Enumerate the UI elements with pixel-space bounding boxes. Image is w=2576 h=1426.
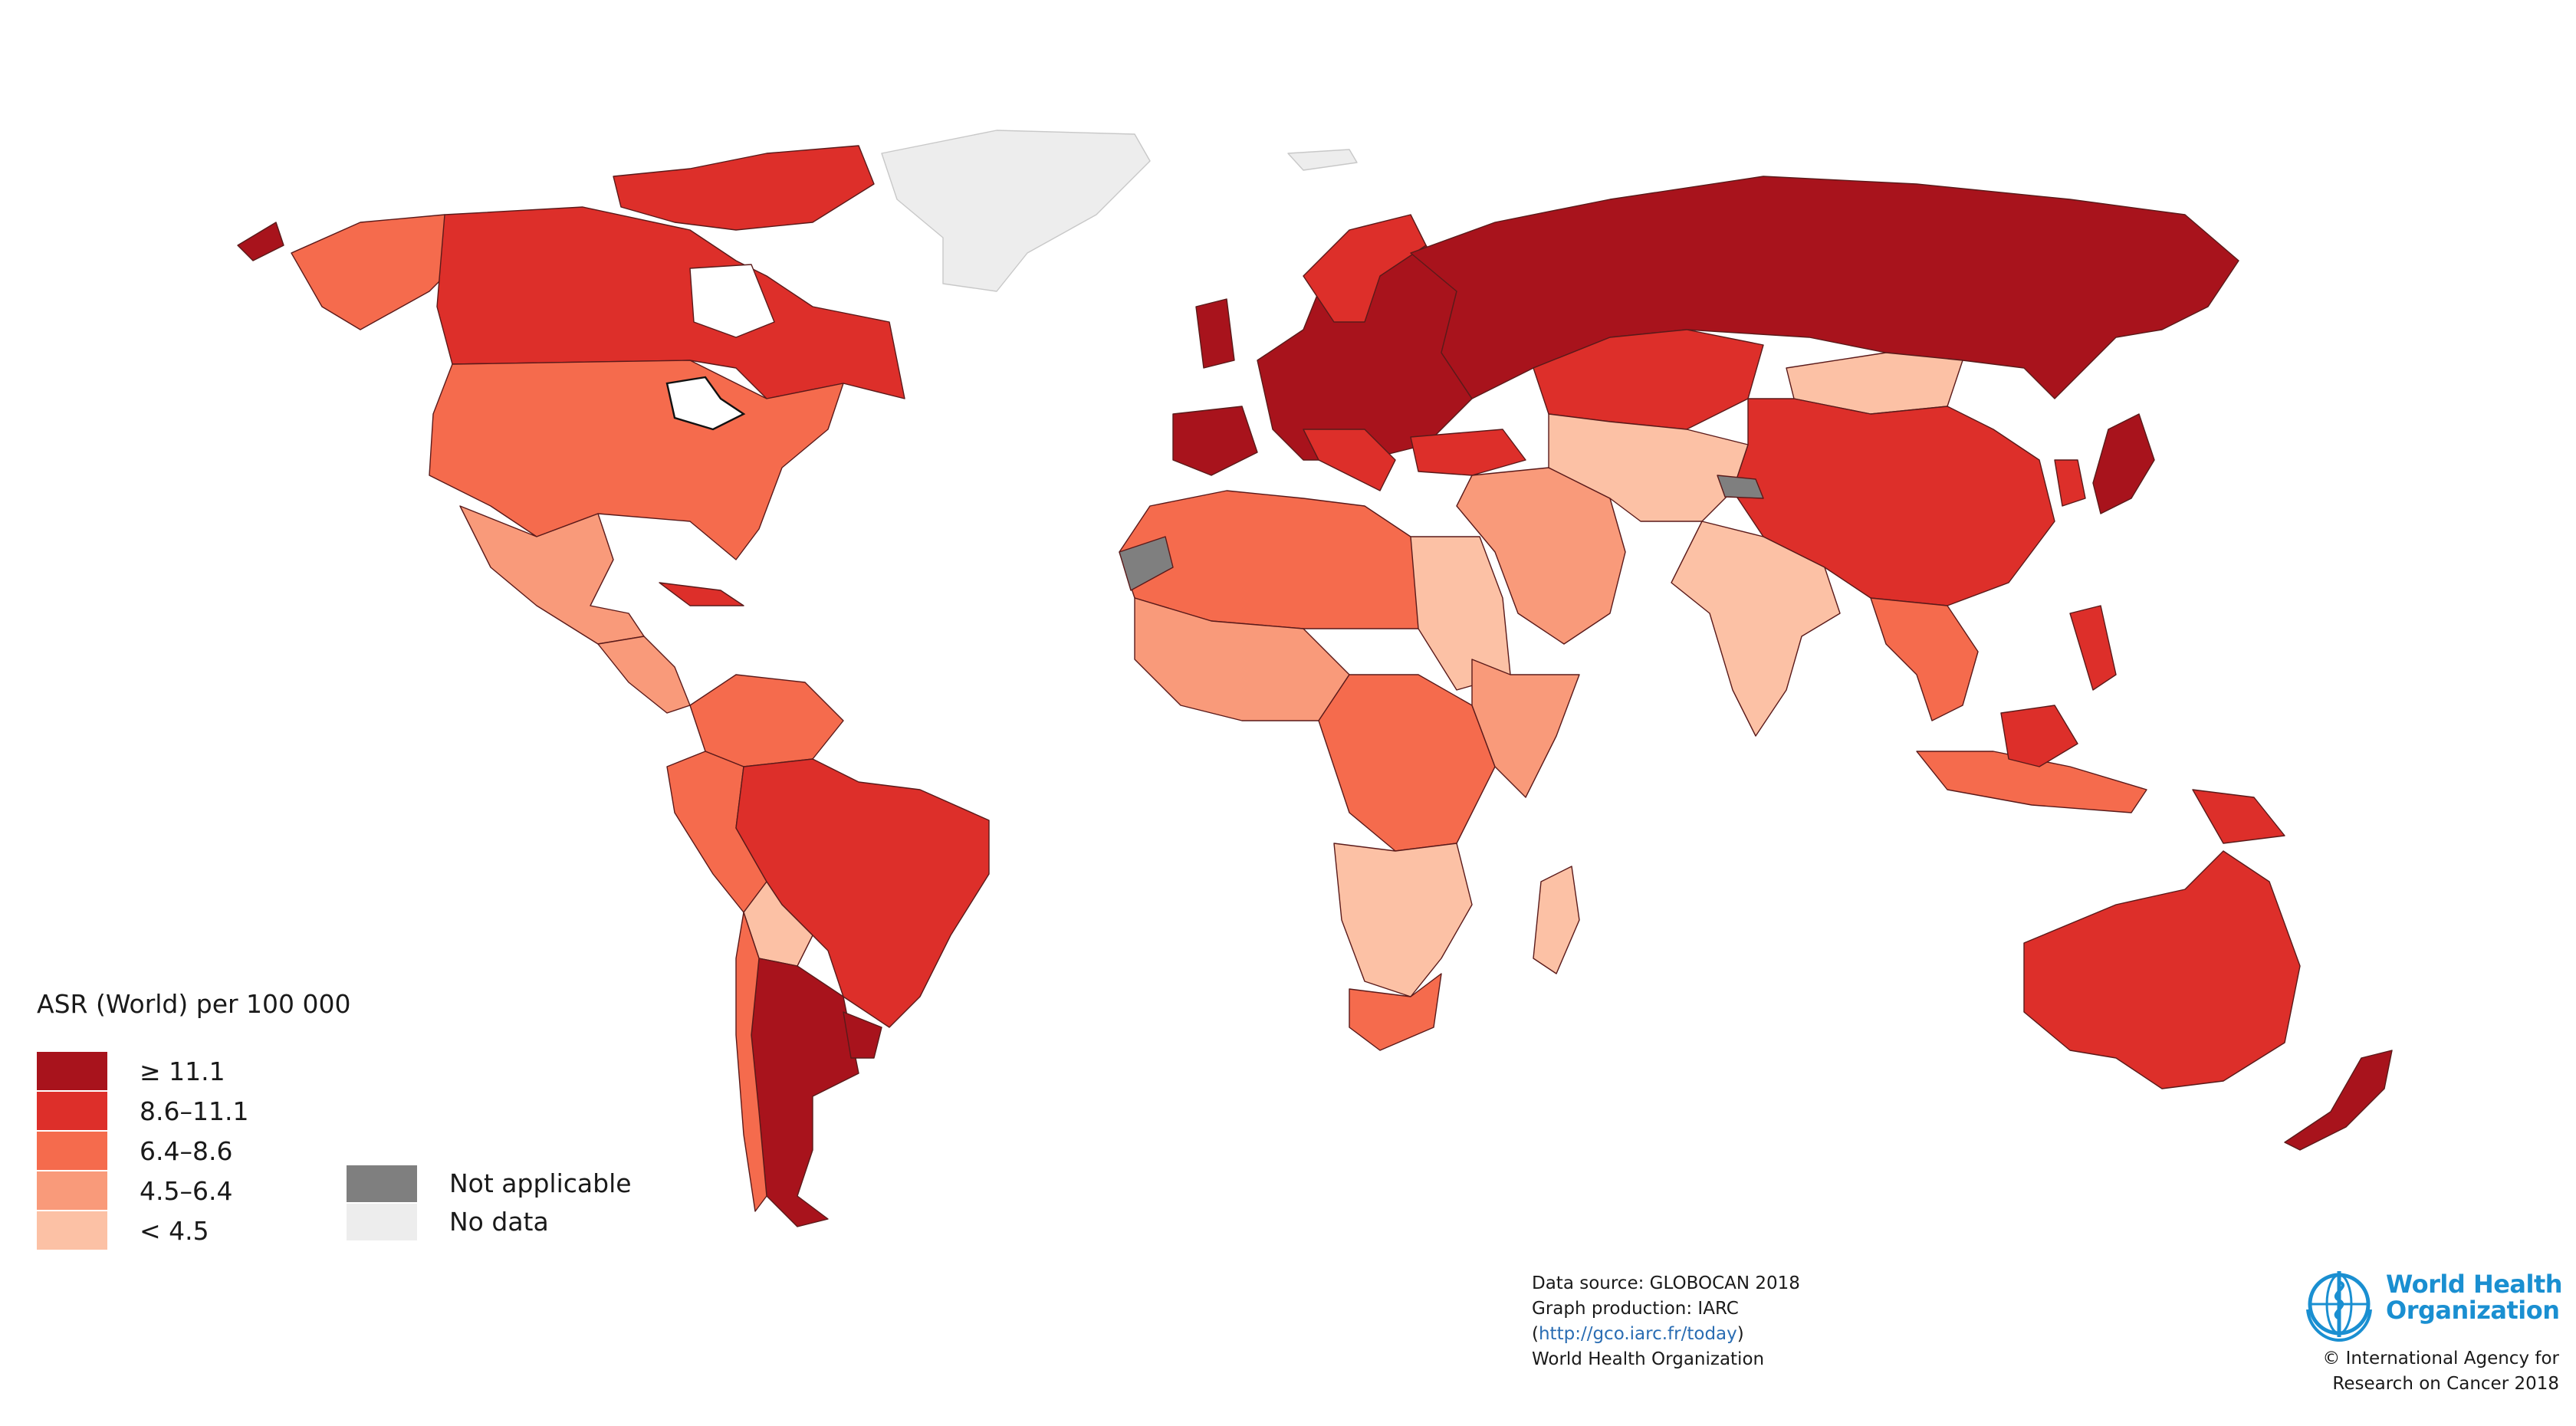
region-uk xyxy=(1195,298,1235,369)
region-korea xyxy=(2054,459,2086,507)
region-australia xyxy=(2023,850,2301,1089)
region-canada-arctic xyxy=(613,145,875,231)
region-borneo xyxy=(2000,705,2078,767)
legend-label: 6.4–8.6 xyxy=(140,1136,233,1166)
region-russia xyxy=(1410,176,2239,399)
region-turkey xyxy=(1410,429,1526,476)
who-emblem-icon xyxy=(2306,1271,2372,1342)
legend-title: ASR (World) per 100 000 xyxy=(37,989,351,1019)
legend-swatch xyxy=(37,1211,107,1250)
legend-label: < 4.5 xyxy=(140,1216,209,1246)
region-nepal xyxy=(1717,475,1764,499)
copyright-note: © International Agency for Research on C… xyxy=(2298,1346,2559,1397)
region-argentina xyxy=(751,958,859,1227)
region-alaska-tip xyxy=(237,222,284,261)
legend-label: No data xyxy=(449,1207,549,1237)
legend-item-not-applicable: Not applicable xyxy=(347,1165,669,1202)
region-madagascar xyxy=(1533,866,1580,974)
region-central-africa xyxy=(1318,674,1496,852)
legend-swatch xyxy=(347,1204,417,1240)
region-cuba xyxy=(659,582,744,606)
region-china xyxy=(1732,398,2055,606)
region-western-sahara xyxy=(1119,536,1174,591)
legend-item-class-1: ≥ 11.1 xyxy=(37,1052,359,1090)
region-new-zealand xyxy=(2284,1050,2393,1151)
legend-label: 4.5–6.4 xyxy=(140,1176,233,1206)
region-malaysia-indonesia xyxy=(1916,751,2147,813)
region-iberia xyxy=(1172,406,1258,476)
map-legend: ASR (World) per 100 000 ≥ 11.1 8.6–11.1 … xyxy=(37,989,650,1265)
region-united-states xyxy=(429,360,844,560)
region-east-africa xyxy=(1471,659,1580,798)
source-url-link[interactable]: http://gco.iarc.fr/today xyxy=(1538,1324,1737,1344)
legend-swatch xyxy=(37,1052,107,1090)
region-japan xyxy=(2092,413,2155,514)
legend-label: ≥ 11.1 xyxy=(140,1056,225,1086)
legend-item-class-4: 4.5–6.4 xyxy=(37,1171,359,1210)
legend-swatch xyxy=(37,1132,107,1170)
region-great-lakes xyxy=(665,376,746,431)
legend-item-no-data: No data xyxy=(347,1204,669,1240)
who-name-line: Organization xyxy=(2386,1296,2560,1325)
region-hudson-bay xyxy=(689,264,775,338)
legend-item-class-5: < 4.5 xyxy=(37,1211,359,1250)
region-southern-africa xyxy=(1333,843,1473,997)
legend-swatch xyxy=(347,1165,417,1202)
legend-swatch xyxy=(37,1171,107,1210)
region-svalbard xyxy=(1287,149,1358,171)
copyright-line: Research on Cancer 2018 xyxy=(2332,1374,2559,1394)
region-philippines xyxy=(2069,605,2117,691)
legend-item-class-3: 6.4–8.6 xyxy=(37,1132,359,1170)
region-chile xyxy=(735,912,767,1212)
source-line: Data source: GLOBOCAN 2018 xyxy=(1532,1273,1800,1293)
legend-item-class-2: 8.6–11.1 xyxy=(37,1092,359,1130)
source-line: Graph production: IARC xyxy=(1532,1299,1739,1319)
source-line: World Health Organization xyxy=(1532,1349,1765,1369)
region-mexico xyxy=(459,505,645,645)
region-central-america xyxy=(597,636,691,714)
region-india xyxy=(1671,521,1841,737)
region-alaska xyxy=(291,214,461,330)
who-wordmark: World Health Organization xyxy=(2386,1270,2563,1325)
paren-open: ( xyxy=(1532,1324,1539,1344)
region-egypt-sudan xyxy=(1410,536,1511,691)
who-name-line: World Health xyxy=(2386,1270,2563,1299)
region-scandinavia xyxy=(1303,214,1427,323)
region-italy-balkans xyxy=(1303,429,1396,491)
who-branding: World Health Organization © Internationa… xyxy=(2298,1263,2563,1417)
region-uruguay xyxy=(843,1011,882,1059)
region-southeast-asia xyxy=(1870,597,1979,721)
region-south-africa xyxy=(1349,973,1442,1051)
region-central-asia xyxy=(1548,413,1749,522)
data-source-note: Data source: GLOBOCAN 2018 Graph product… xyxy=(1532,1271,1884,1394)
legend-label: Not applicable xyxy=(449,1168,632,1198)
paren-close: ) xyxy=(1737,1324,1744,1344)
legend-swatch xyxy=(37,1092,107,1130)
region-colombia-venezuela xyxy=(689,674,844,767)
legend-label: 8.6–11.1 xyxy=(140,1096,249,1126)
copyright-line: © International Agency for xyxy=(2322,1349,2559,1368)
region-papua xyxy=(2192,789,2285,844)
source-url-line: (http://gco.iarc.fr/today) xyxy=(1532,1322,1884,1347)
region-greenland xyxy=(881,130,1151,292)
